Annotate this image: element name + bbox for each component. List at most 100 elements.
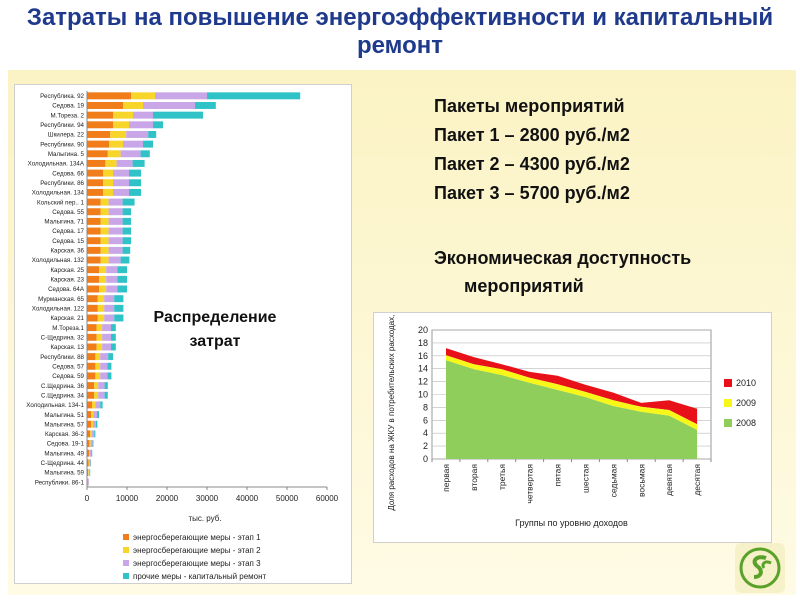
- bar-segment: [102, 324, 111, 332]
- bar-segment: [87, 362, 96, 370]
- bar-segment: [116, 159, 133, 167]
- bar-segment: [87, 92, 131, 100]
- bar-segment: [114, 295, 124, 303]
- bar-segment: [91, 430, 95, 438]
- bar-segment: [103, 169, 113, 177]
- y-tick-label: 4: [423, 428, 428, 438]
- bar-segment: [108, 227, 123, 235]
- bar-segment: [97, 304, 105, 312]
- bar-segment: [120, 150, 141, 158]
- bar-segment: [110, 130, 127, 138]
- bar-segment: [87, 430, 91, 438]
- bar-segment: [94, 382, 99, 390]
- legend-swatch: [123, 534, 129, 540]
- bar-segment: [104, 391, 108, 399]
- y-tick-label: 14: [418, 364, 428, 374]
- distribution-label: Распределение затрат: [153, 309, 277, 350]
- bar-segment: [87, 459, 89, 467]
- bar-segment: [95, 362, 101, 370]
- x-category-label: первая: [441, 464, 451, 492]
- bar-segment: [87, 188, 103, 196]
- package-3: Пакет 3 – 5700 руб./м2: [434, 183, 630, 203]
- affordability-area-chart-svg: 0 2 4 6 8 10 12 14 16 18 20 первая вторая третья четве…: [387, 305, 756, 528]
- bar-segment: [87, 217, 101, 225]
- bar-segment: [96, 333, 103, 341]
- bar-segment: [111, 324, 116, 332]
- bar-segment: [111, 343, 116, 351]
- bar-segment: [97, 411, 99, 419]
- category-label: Республики. 88: [40, 354, 84, 361]
- bar-segment: [97, 314, 105, 322]
- legend-label: прочие меры - капитальный ремонт: [133, 572, 267, 581]
- bar-segment: [92, 401, 96, 409]
- category-label: С-Щедрина. 32: [41, 334, 85, 341]
- bar-segment: [99, 266, 107, 274]
- category-label: Карская. 36: [50, 248, 84, 255]
- x-category-label: восьмая: [636, 464, 646, 497]
- bar-segment: [88, 469, 90, 476]
- x-tick-label: 40000: [236, 494, 259, 503]
- category-label: Малыгина. 5: [48, 151, 85, 158]
- category-label: Седова. 66: [52, 170, 84, 177]
- x-tick-label: 0: [85, 494, 90, 503]
- category-label: Холодильная. 122: [32, 306, 85, 313]
- bar-segment: [87, 208, 101, 216]
- bar-segment: [87, 440, 90, 448]
- bar-segment: [99, 285, 107, 293]
- bar-segment: [100, 372, 108, 380]
- bar-segment: [100, 256, 109, 264]
- bar-segment: [87, 169, 103, 177]
- bar-segment: [87, 198, 101, 206]
- bar-segment: [87, 140, 109, 148]
- bar-segment: [122, 246, 131, 254]
- category-label: Седова. 57: [52, 363, 84, 370]
- y-tick-label: 16: [418, 351, 428, 361]
- legend-label: энергосберегающие меры - этап 1: [133, 533, 261, 542]
- bar-segment: [113, 121, 129, 129]
- bar-segment: [95, 353, 101, 361]
- x-category-label: шестая: [580, 464, 590, 493]
- bar-segment: [133, 111, 153, 119]
- category-label: Холодильная. 132: [32, 257, 85, 264]
- bar-segment: [117, 275, 127, 283]
- bar-segment: [140, 150, 150, 158]
- x-category-label: пятая: [553, 464, 563, 487]
- bar-segment: [132, 159, 145, 167]
- category-label: Малыгина. 51: [44, 412, 84, 419]
- bar-segment: [89, 449, 90, 457]
- legend-label: 2010: [736, 378, 756, 388]
- bar-segment: [87, 420, 91, 428]
- area-series-2008: [446, 360, 698, 459]
- bar-segment: [148, 130, 157, 138]
- bar-segment: [98, 391, 105, 399]
- legend-swatch: [724, 419, 732, 427]
- bar-segment: [117, 285, 127, 293]
- bar-segment: [129, 188, 141, 196]
- bar-segment: [103, 188, 113, 196]
- bar-segment: [108, 208, 123, 216]
- bar-segment: [87, 275, 99, 283]
- category-label: М.Тореза. 2: [50, 112, 84, 119]
- y-axis-title: Доля расходов на ЖКУ в потребительских р…: [387, 313, 396, 511]
- bar-segment: [104, 382, 108, 390]
- bar-segment: [87, 391, 95, 399]
- bar-segment: [92, 440, 94, 448]
- bar-segment: [153, 111, 203, 119]
- bar-segment: [90, 440, 93, 448]
- bar-segment: [122, 227, 131, 235]
- page-title: Затраты на повышение энергоэффективности…: [26, 4, 774, 59]
- x-tick-label: 30000: [196, 494, 219, 503]
- bar-segment: [87, 324, 97, 332]
- category-label: Мурманская. 65: [38, 296, 84, 303]
- bar-segment: [97, 295, 105, 303]
- category-label: С-Щедрина. 44: [41, 460, 85, 467]
- bar-segment: [87, 150, 108, 158]
- affordability-line-2: мероприятий: [464, 276, 584, 296]
- bar-segment: [108, 237, 123, 245]
- bar-segment: [87, 237, 101, 245]
- bar-segment: [100, 217, 109, 225]
- bar-segment: [111, 333, 116, 341]
- bar-segment: [87, 343, 97, 351]
- bar-segment: [113, 179, 129, 187]
- bar-segment: [87, 102, 123, 109]
